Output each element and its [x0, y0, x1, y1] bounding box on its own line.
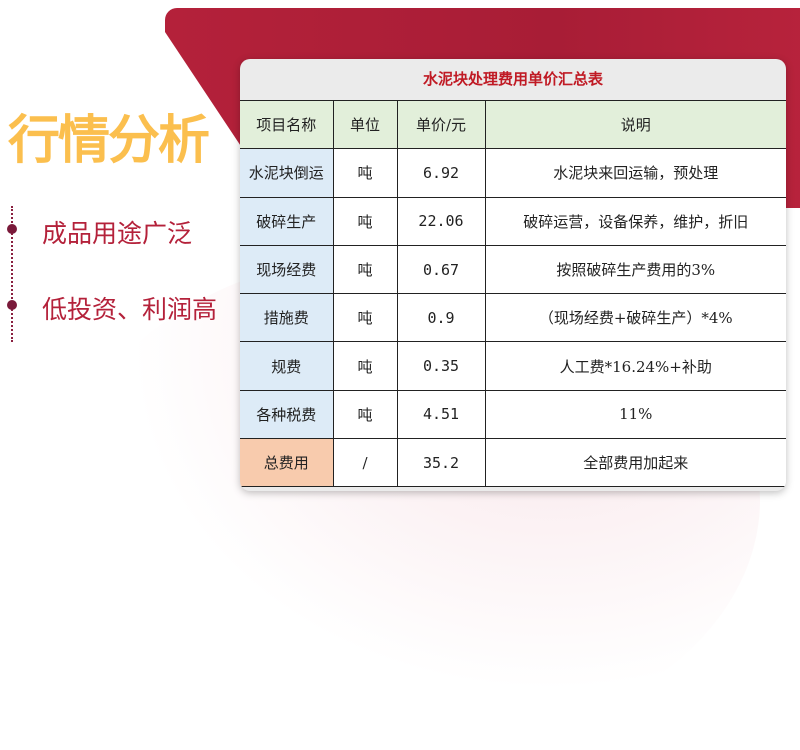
item-name-cell: 总费用: [240, 438, 334, 488]
description-cell: 全部费用加起来: [484, 438, 786, 488]
unit-cell: 吨: [332, 148, 398, 198]
item-name-cell: 规费: [240, 341, 334, 391]
feature-item: 低投资、利润高: [42, 295, 218, 324]
price-cell: 4.51: [396, 389, 486, 440]
description-cell: 破碎运营，设备保养，维护，折旧: [484, 196, 786, 246]
bullet-dot-icon: [7, 224, 17, 234]
column-header: 单价/元: [396, 99, 486, 150]
table-row: 现场经费吨 0.67 按照破碎生产费用的3%: [240, 244, 786, 295]
unit-cell: 吨: [332, 341, 398, 391]
item-name-cell: 措施费: [240, 293, 334, 343]
item-name-cell: 水泥块倒运: [240, 148, 334, 198]
table-row: 总费用/35.2 全部费用加起来: [240, 438, 786, 488]
unit-cell: 吨: [332, 244, 398, 295]
timeline-line: [11, 206, 13, 342]
price-cell: 6.92: [396, 148, 486, 198]
table-header-row: 项目名称 单位 单价/元 说明: [240, 99, 786, 150]
column-header: 项目名称: [240, 99, 334, 150]
unit-cell: 吨: [332, 389, 398, 440]
table-row: 水泥块倒运吨 6.92 水泥块来回运输，预处理: [240, 148, 786, 198]
item-name-cell: 各种税费: [240, 389, 334, 440]
price-table-card: 水泥块处理费用单价汇总表 项目名称 单位 单价/元 说明 水泥块倒运吨 6.92 水…: [240, 59, 786, 491]
table-row: 破碎生产吨 22.06 破碎运营，设备保养，维护，折旧: [240, 196, 786, 246]
description-cell: 人工费*16.24%+补助: [484, 341, 786, 391]
price-cell: 0.9: [396, 293, 486, 343]
feature-item: 成品用途广泛: [42, 219, 193, 248]
bullet-dot-icon: [7, 300, 17, 310]
column-header: 说明: [484, 99, 786, 150]
price-cell: 0.67: [396, 244, 486, 295]
item-name-cell: 现场经费: [240, 244, 334, 295]
item-name-cell: 破碎生产: [240, 196, 334, 246]
table-title: 水泥块处理费用单价汇总表: [422, 70, 603, 88]
description-cell: 11%: [484, 389, 786, 440]
unit-cell: 吨: [332, 293, 398, 343]
price-cell: 0.35: [396, 341, 486, 391]
description-cell: 水泥块来回运输，预处理: [484, 148, 786, 198]
column-header: 单位: [332, 99, 398, 150]
unit-cell: /: [332, 438, 398, 488]
unit-cell: 吨: [332, 196, 398, 246]
table-row: 规费吨 0.35 人工费*16.24%+补助: [240, 341, 786, 391]
description-cell: 按照破碎生产费用的3%: [484, 244, 786, 295]
price-table: 项目名称 单位 单价/元 说明 水泥块倒运吨 6.92 水泥块来回运输，预处理 破碎生…: [240, 99, 786, 488]
price-cell: 35.2: [396, 438, 486, 488]
table-row: 各种税费吨 4.51 11%: [240, 389, 786, 440]
table-row: 措施费吨 0.9 （现场经费+破碎生产）*4%: [240, 293, 786, 343]
description-cell: （现场经费+破碎生产）*4%: [484, 293, 786, 343]
price-cell: 22.06: [396, 196, 486, 246]
page-heading: 行情分析: [8, 111, 210, 171]
